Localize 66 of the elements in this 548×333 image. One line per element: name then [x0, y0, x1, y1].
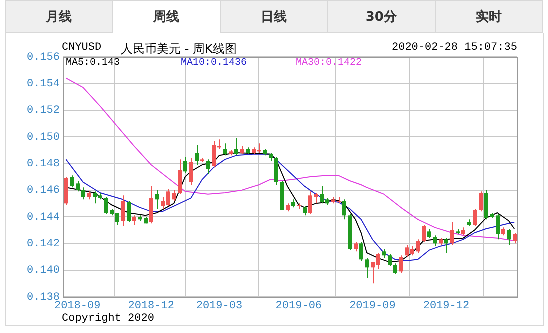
candlestick: [190, 158, 194, 186]
text: 30分: [328, 0, 436, 33]
candlestick: [178, 159, 182, 195]
chart-subtitle: CNYUSD: [62, 42, 102, 54]
text: Copyright 2020: [62, 313, 154, 325]
x-tick-label: 2019-06: [276, 300, 322, 313]
candlestick: [304, 206, 308, 216]
x-tick-label: 2018-09: [54, 300, 101, 313]
candlestick: [496, 214, 500, 240]
y-tick-label: 0.154: [26, 78, 60, 91]
candlestick: [206, 159, 210, 175]
candlestick: [354, 242, 358, 252]
candlestick: [480, 191, 484, 212]
candlestick: [360, 242, 364, 262]
candlestick: [428, 228, 432, 239]
candlestick: [150, 186, 154, 224]
candlestick: [224, 143, 228, 156]
candlestick: [274, 156, 278, 186]
y-tick-label: 0.144: [26, 212, 60, 224]
y-tick-label: 0.148: [26, 158, 60, 171]
candlestick: [76, 180, 80, 192]
candlestick: [416, 239, 420, 254]
text: MA5:0.143: [66, 58, 122, 69]
text: 月线: [5, 0, 114, 33]
candlestick: [184, 156, 188, 174]
candlestick: [128, 200, 132, 223]
candlestick: [382, 248, 386, 259]
y-tick-label: 0.156: [26, 52, 60, 64]
candlestick: [196, 144, 200, 166]
x-tick-label: 2019-09: [350, 300, 396, 313]
candlestick: [366, 258, 370, 279]
candlestick: [156, 190, 160, 210]
text: 2020-02-28 15:07:35: [392, 42, 518, 54]
candlestick: [450, 222, 454, 246]
candlestick: [132, 215, 136, 226]
candlestick: [82, 187, 86, 200]
candlestick: [444, 238, 448, 254]
candlestick: [172, 190, 176, 202]
candlestick: [394, 263, 398, 275]
x-tick-label: 2019-03: [196, 300, 243, 313]
candlestick: [314, 192, 318, 204]
x-tick-label: 2018-12: [128, 300, 174, 313]
candlestick: [508, 228, 512, 246]
candlestick: [234, 138, 238, 156]
candlestick: [400, 255, 404, 274]
candlestick: [434, 235, 438, 247]
y-tick-label: 0.150: [26, 132, 60, 144]
text: MA30:0.1422: [296, 58, 364, 69]
text: 实时: [436, 0, 544, 33]
candlestick: [422, 224, 426, 243]
candlestick: [122, 195, 126, 227]
y-tick-label: 0.152: [26, 105, 60, 118]
candlestick: [104, 196, 108, 215]
y-tick-label: 0.140: [26, 265, 60, 278]
y-tick-label: 0.146: [26, 185, 60, 198]
text: 周线: [113, 0, 221, 33]
text: 日线: [220, 0, 328, 33]
candlestick: [342, 199, 346, 220]
text: MA10:0.1436: [181, 58, 248, 69]
candlestick: [474, 208, 478, 227]
chart-title: 人民币美元 - 周K线图: [121, 41, 237, 58]
candlestick: [388, 254, 392, 267]
candlestick: [308, 191, 312, 215]
y-tick-label: 0.142: [26, 238, 60, 251]
candlestick: [70, 175, 74, 188]
x-tick-label: 2019-12: [423, 300, 470, 313]
